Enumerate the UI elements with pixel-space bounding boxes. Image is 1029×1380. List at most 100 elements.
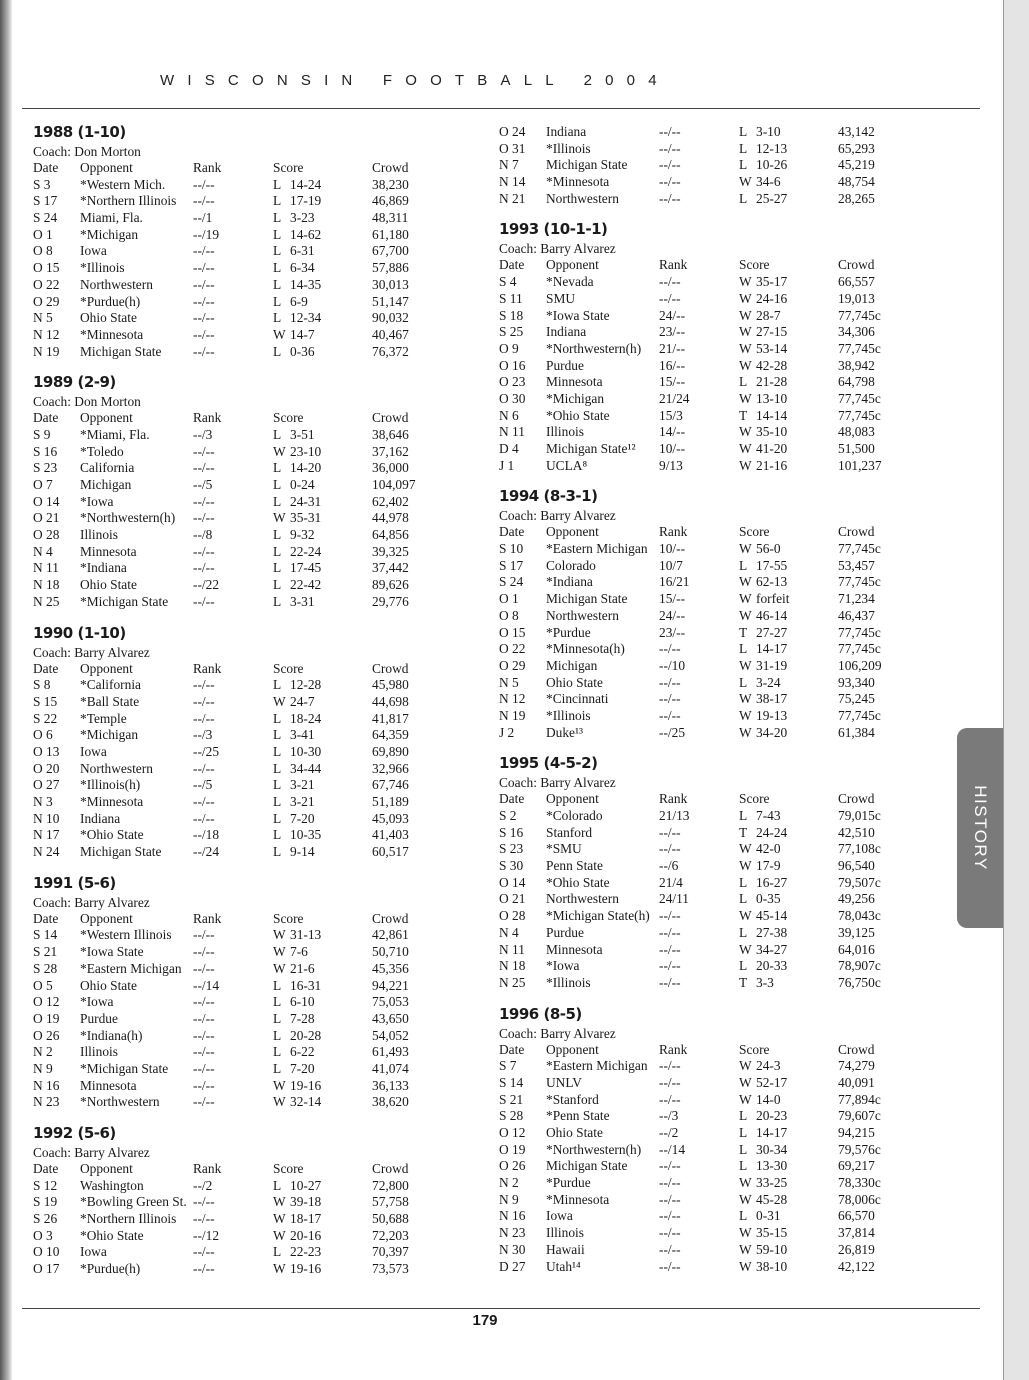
game-result: W (739, 841, 752, 857)
game-result: W (273, 326, 286, 342)
game-crowd: 48,754 (838, 174, 875, 190)
game-row: O 21 Northwestern 24/11 L 0-35 49,256 (499, 891, 919, 908)
game-date: S 17 (33, 193, 58, 209)
game-opponent: *Illinois (546, 707, 591, 723)
game-opponent: Ohio State (546, 674, 603, 690)
game-date: N 19 (499, 707, 526, 723)
column-header-row: Date Opponent Rank Score Crowd (33, 160, 453, 177)
game-opponent: Northwestern (546, 607, 619, 623)
game-date: S 16 (499, 824, 524, 840)
game-row: N 19 *Illinois --/-- W 19-13 77,745c (499, 708, 919, 725)
column-header-rank: Rank (659, 791, 688, 807)
column-header-score: Score (739, 524, 770, 540)
game-rank: --/5 (193, 477, 213, 492)
game-row: O 19 Purdue --/-- L 7-28 43,650 (33, 1011, 453, 1028)
game-date: O 6 (33, 727, 53, 743)
game-result: L (739, 924, 748, 940)
game-opponent: Colorado (546, 557, 596, 573)
game-opponent: *Michigan State (80, 1060, 169, 1076)
game-row: N 23 *Northwestern --/-- W 32-14 38,620 (33, 1094, 453, 1111)
game-result: W (739, 574, 752, 590)
game-date: N 11 (499, 941, 525, 957)
game-crowd: 79,015c (838, 808, 881, 823)
game-crowd: 78,006c (838, 1191, 881, 1207)
game-rank: --/-- (193, 1044, 215, 1060)
game-date: O 19 (499, 1141, 526, 1157)
game-date: O 14 (499, 874, 526, 890)
game-result: W (739, 941, 752, 957)
game-row: S 28 *Penn State --/3 L 20-23 79,607c (499, 1108, 919, 1125)
game-rank: --/-- (659, 1175, 681, 1191)
game-crowd: 78,330c (838, 1175, 881, 1191)
game-date: N 18 (499, 958, 526, 974)
game-score: 14-0 (756, 1091, 781, 1107)
game-date: O 14 (33, 493, 60, 509)
game-opponent: *Minnesota(h) (546, 641, 625, 657)
game-score: 9-32 (290, 527, 315, 543)
game-opponent: California (80, 460, 135, 476)
game-opponent: *Western Mich. (80, 176, 166, 192)
game-rank: --/-- (193, 794, 215, 809)
game-opponent: *Penn State (546, 1108, 610, 1124)
season-title: 1996 (8-5) (499, 1004, 582, 1023)
game-result: W (273, 1077, 286, 1093)
game-date: S 19 (33, 1194, 58, 1210)
game-crowd: 34,306 (838, 324, 875, 340)
game-date: S 24 (499, 574, 524, 590)
game-date: O 7 (33, 477, 53, 492)
season-title: 1992 (5-6) (33, 1124, 116, 1142)
game-opponent: *Miami, Fla. (80, 426, 150, 442)
game-result: L (273, 794, 282, 809)
game-rank: --/-- (193, 443, 215, 459)
game-row: S 30 Penn State --/6 W 17-9 96,540 (499, 858, 919, 875)
game-opponent: *Purdue(h) (80, 1261, 141, 1277)
game-score: 3-10 (756, 124, 781, 139)
game-score: 28-7 (756, 307, 781, 323)
game-opponent: *SMU (546, 841, 582, 857)
game-crowd: 101,237 (838, 457, 882, 473)
game-crowd: 78,043c (838, 908, 881, 924)
game-crowd: 96,540 (838, 858, 875, 874)
game-crowd: 48,083 (838, 424, 875, 440)
coach-line: Coach: Don Morton (33, 394, 141, 410)
game-crowd: 74,279 (838, 1058, 875, 1074)
game-crowd: 53,457 (838, 557, 875, 573)
game-date: N 9 (499, 1191, 519, 1207)
game-crowd: 73,573 (372, 1261, 409, 1277)
game-crowd: 70,397 (372, 1244, 409, 1260)
game-crowd: 77,745c (838, 541, 881, 557)
game-rank: --/-- (193, 326, 215, 342)
game-rank: --/-- (659, 691, 681, 707)
game-row: O 24 Indiana --/-- L 3-10 43,142 (499, 124, 919, 141)
game-crowd: 71,234 (838, 591, 875, 607)
game-row: S 24 *Indiana 16/21 W 62-13 77,745c (499, 574, 919, 591)
game-row: N 25 *Illinois --/-- T 3-3 76,750c (499, 975, 919, 992)
game-crowd: 76,750c (838, 974, 881, 990)
game-score: 17-55 (756, 557, 788, 573)
game-row: S 14 UNLV --/-- W 52-17 40,091 (499, 1075, 919, 1092)
game-result: W (273, 443, 286, 459)
game-row: S 24 Miami, Fla. --/1 L 3-23 48,311 (33, 210, 453, 227)
game-result: L (273, 193, 282, 209)
game-opponent: Indiana (546, 124, 587, 139)
game-crowd: 54,052 (372, 1027, 409, 1043)
game-score: 22-23 (290, 1244, 322, 1260)
season-block: 1996 (8-5) Coach: Barry Alvarez Date Oppone… (499, 1003, 919, 1276)
game-date: O 24 (499, 124, 526, 139)
game-score: 34-6 (756, 174, 781, 190)
game-date: O 1 (499, 591, 519, 607)
game-opponent: Penn State (546, 858, 603, 874)
game-result: L (273, 176, 282, 192)
game-score: 7-20 (290, 810, 315, 826)
game-date: O 16 (499, 357, 526, 373)
game-row: O 9 *Northwestern(h) 21/-- W 53-14 77,745c (499, 341, 919, 358)
game-result: L (273, 810, 282, 826)
game-score: 42-0 (756, 841, 781, 857)
section-tab-label: HISTORY (971, 785, 990, 871)
game-result: L (739, 1125, 748, 1140)
game-result: L (273, 460, 282, 476)
game-rank: --/-- (193, 343, 215, 359)
game-opponent: Purdue (80, 1010, 118, 1026)
game-row: N 11 *Indiana --/-- L 17-45 37,442 (33, 560, 453, 577)
game-opponent: Ohio State (80, 577, 137, 593)
